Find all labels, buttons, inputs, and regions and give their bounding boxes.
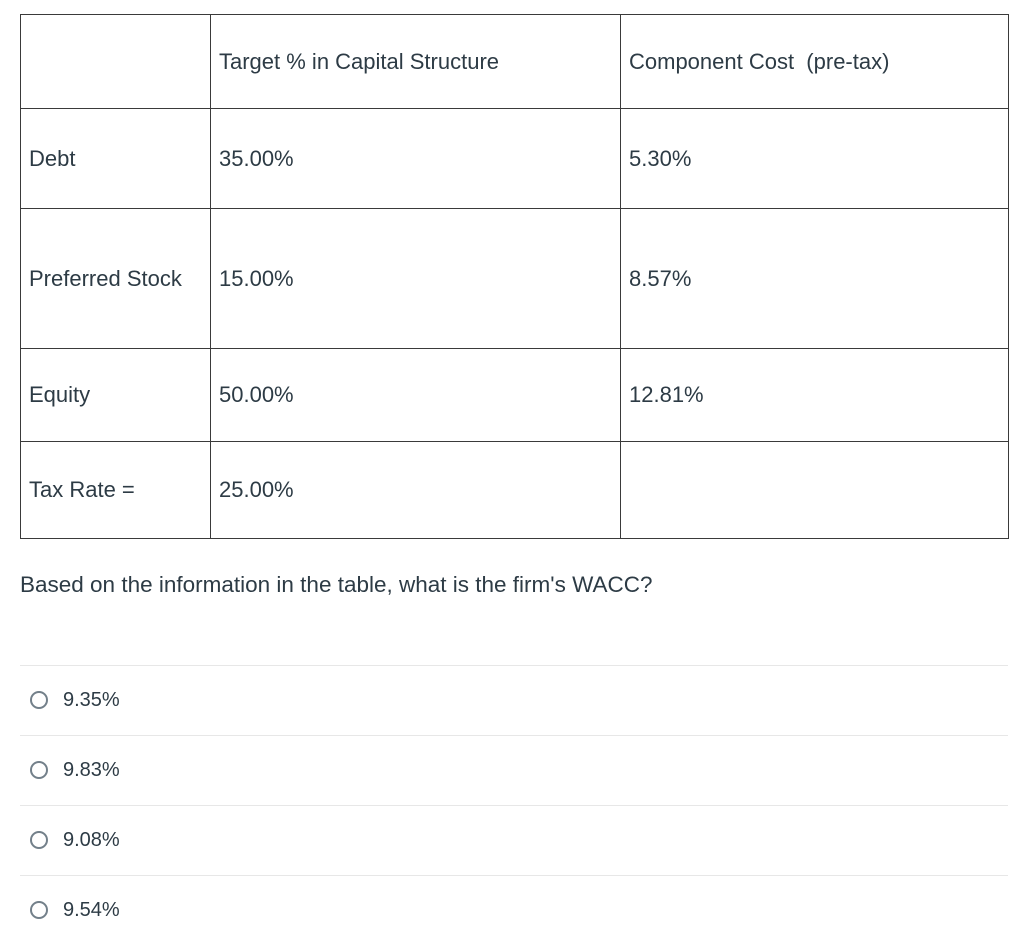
row-target-pct: 50.00% [210,348,621,442]
table-row-equity: Equity 50.00% 12.81% [20,348,1009,442]
table-header-row: Target % in Capital Structure Component … [20,14,1009,109]
row-label: Debt [20,108,211,209]
row-component-cost [620,441,1009,539]
answer-option-label: 9.54% [63,898,120,921]
radio-button-icon[interactable] [30,761,48,779]
answer-option-4[interactable]: 9.54% [20,874,1008,937]
answer-options-list: 9.35% 9.83% 9.08% 9.54% [20,664,1008,937]
row-target-pct: 15.00% [210,208,621,349]
row-label: Preferred Stock [20,208,211,349]
radio-button-icon[interactable] [30,691,48,709]
row-target-pct: 35.00% [210,108,621,209]
answer-option-label: 9.83% [63,758,120,781]
row-label: Equity [20,348,211,442]
answer-option-3[interactable]: 9.08% [20,804,1008,875]
row-component-cost: 8.57% [620,208,1009,349]
radio-button-icon[interactable] [30,831,48,849]
row-target-pct: 25.00% [210,441,621,539]
table-row-tax-rate: Tax Rate = 25.00% [20,441,1009,539]
table-row-preferred-stock: Preferred Stock 15.00% 8.57% [20,208,1009,349]
answer-option-label: 9.08% [63,828,120,851]
row-component-cost: 5.30% [620,108,1009,209]
answer-option-label: 9.35% [63,688,120,711]
capital-structure-table: Target % in Capital Structure Component … [20,14,1009,539]
answer-option-1[interactable]: 9.35% [20,664,1008,735]
radio-button-icon[interactable] [30,901,48,919]
row-component-cost: 12.81% [620,348,1009,442]
table-header-cost: Component Cost (pre-tax) [620,14,1009,109]
table-row-debt: Debt 35.00% 5.30% [20,108,1009,209]
row-label: Tax Rate = [20,441,211,539]
answer-option-2[interactable]: 9.83% [20,734,1008,805]
table-header-blank [20,14,211,109]
table-header-target: Target % in Capital Structure [210,14,621,109]
question-text: Based on the information in the table, w… [20,572,653,597]
